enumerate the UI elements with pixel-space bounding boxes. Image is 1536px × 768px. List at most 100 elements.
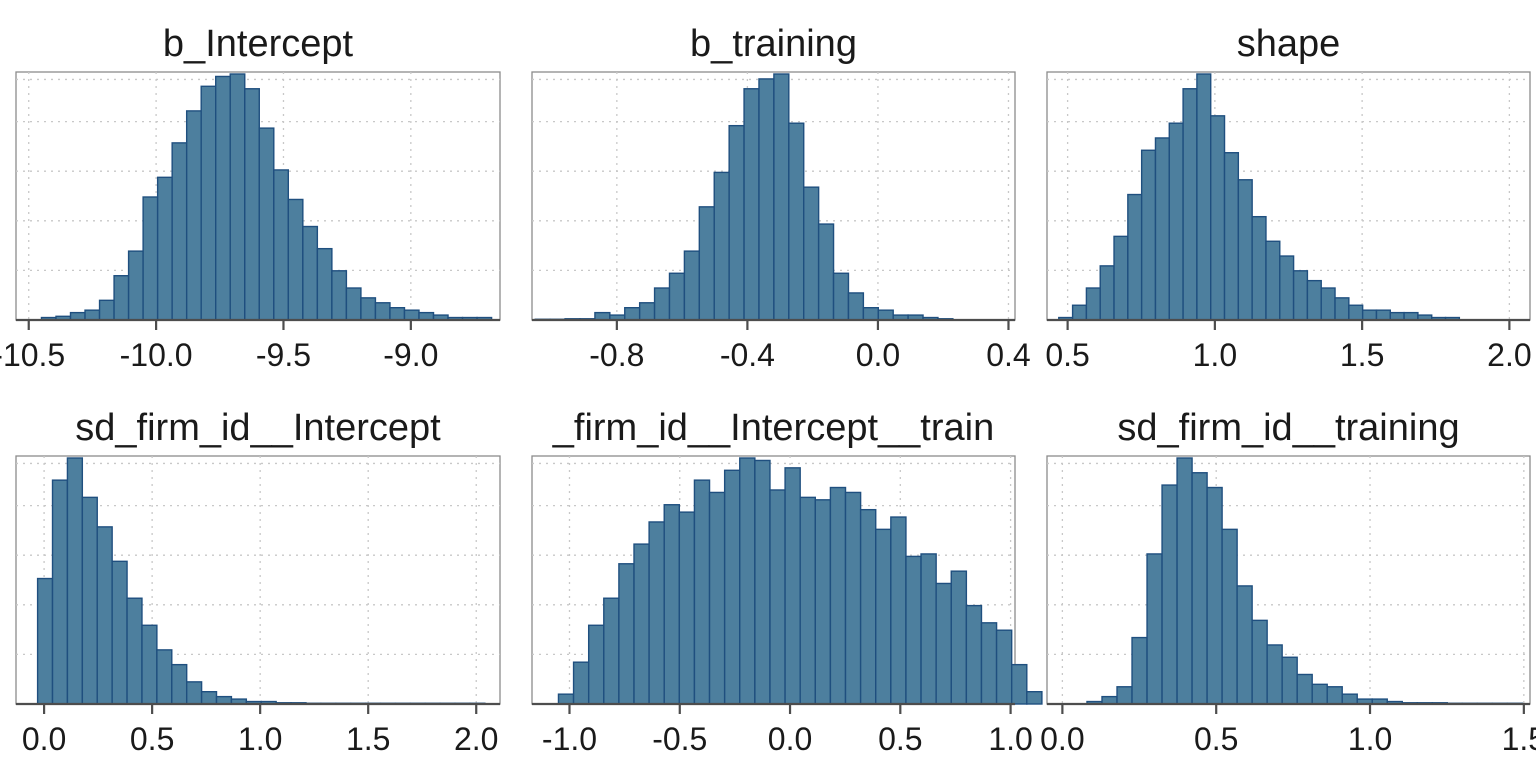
x-tick-label: 1.5	[346, 721, 390, 757]
histogram-bar	[273, 169, 290, 321]
histogram-bar	[316, 247, 333, 321]
histogram-bar	[829, 486, 847, 705]
panel-title: shape	[1237, 23, 1341, 65]
histogram-bar	[1251, 215, 1267, 321]
histogram-bar	[1265, 240, 1281, 321]
histogram-bar	[678, 511, 696, 705]
histogram-bar	[832, 272, 850, 321]
histogram-bar	[1348, 304, 1364, 321]
histogram-bar	[1161, 484, 1178, 705]
histogram-bar	[633, 543, 650, 705]
histogram-bar	[1279, 255, 1295, 321]
histogram-bar	[96, 526, 113, 705]
histogram-bar	[788, 122, 805, 321]
histogram-bar	[890, 516, 907, 705]
x-tick-label: -0.4	[720, 337, 775, 373]
x-tick-label: 0.0	[856, 337, 900, 373]
histogram-bar	[1389, 311, 1405, 321]
x-tick-label: -9.5	[256, 337, 311, 373]
histogram-bar	[693, 479, 711, 705]
histogram-bar	[1221, 528, 1238, 705]
histogram-bar	[905, 555, 922, 705]
panel-5: -1.0 -0.5 0.0 0.5 1.0 _firm_id__Intercept__tr…	[531, 407, 1043, 757]
panel-title: b_Intercept	[163, 23, 354, 65]
histogram-bar	[950, 570, 968, 705]
x-tick-label: 0.5	[130, 721, 174, 757]
x-tick-label: 2.0	[1487, 337, 1531, 373]
x-tick-label: -10.0	[120, 337, 193, 373]
histogram-bar	[587, 624, 605, 705]
histogram-bar	[1176, 457, 1193, 705]
histogram-bar	[1140, 149, 1157, 321]
histogram-bar	[66, 457, 84, 705]
x-tick-label: -0.8	[589, 337, 644, 373]
histogram-bar	[287, 198, 304, 321]
histogram-bar	[713, 171, 730, 321]
x-tick-label: 2.0	[454, 721, 498, 757]
histogram-bar	[1306, 279, 1322, 321]
histogram-bar	[1223, 152, 1240, 321]
panel-title: b_training	[690, 23, 857, 65]
histogram-bar	[200, 691, 218, 705]
histogram-bar	[935, 582, 952, 705]
histogram-bar	[1116, 686, 1133, 705]
histogram-bar	[1320, 287, 1336, 321]
histogram-bar	[847, 292, 865, 321]
histogram-bar	[723, 469, 741, 705]
histogram-bar	[1375, 309, 1391, 321]
panel-title: sd_firm_id__Intercept	[75, 407, 441, 449]
x-tick-label: 0.5	[1045, 337, 1089, 373]
histogram-bar	[1196, 73, 1212, 321]
x-tick-label: 0.4	[986, 337, 1030, 373]
x-tick-label: 1.5	[1340, 337, 1384, 373]
histogram-bar	[572, 661, 590, 705]
histogram-bar	[754, 459, 771, 705]
histogram-bar	[69, 311, 86, 321]
histogram-bar	[1085, 287, 1101, 321]
histogram-bar	[185, 110, 202, 321]
histogram-bar	[862, 307, 879, 321]
histogram-bar	[1206, 486, 1223, 705]
histogram-bar	[1296, 673, 1313, 705]
histogram-bar	[389, 307, 406, 321]
histogram-bar	[84, 309, 101, 321]
histogram-bar	[1099, 265, 1115, 321]
x-tick-label: 0.5	[878, 721, 922, 757]
panel-1: -10.5 -10.0 -9.5 -9.0 b_Intercept	[0, 23, 501, 373]
histogram-bar	[1266, 644, 1283, 705]
histogram-bar	[728, 124, 745, 321]
histogram-bar	[603, 597, 620, 705]
histogram-bar	[739, 457, 756, 705]
x-tick-label: 0.0	[22, 721, 66, 757]
histogram-bar	[648, 521, 665, 705]
histogram-bar	[594, 311, 611, 321]
x-tick-label: -0.5	[652, 721, 707, 757]
panel-title: _firm_id__Intercept__train	[552, 407, 994, 449]
histogram-bar	[1101, 695, 1118, 705]
x-tick-label: 0.0	[1040, 721, 1084, 757]
histogram-bar	[1281, 656, 1298, 705]
histogram-bar	[1182, 88, 1198, 321]
panel-2: -0.8 -0.4 0.0 0.4 b_training	[531, 23, 1031, 373]
histogram-bar	[618, 563, 635, 705]
histogram-bar	[803, 186, 820, 321]
histogram-bar	[773, 73, 790, 321]
histogram-bar	[36, 577, 54, 705]
panel-4: 0.0 0.5 1.0 1.5 2.0 sd_firm_id__Intercept	[15, 407, 501, 757]
x-tick-label: 1.0	[1348, 721, 1392, 757]
histogram-bar	[81, 496, 98, 705]
histogram-bar	[1131, 636, 1148, 705]
histogram-bar	[127, 250, 144, 321]
histogram-bar	[1236, 585, 1253, 705]
panel-6: 0.0 0.5 1.0 1.5 sd_firm_id__training	[1040, 407, 1536, 757]
histogram-bar	[215, 75, 231, 321]
histogram-bar	[98, 299, 115, 321]
histogram-bar	[1237, 179, 1253, 321]
histogram-bar	[965, 604, 983, 705]
histogram-bar	[1341, 693, 1358, 705]
histogram-bar	[624, 307, 641, 321]
histogram-bar	[302, 225, 319, 321]
histogram-bar	[1168, 122, 1184, 321]
histogram-bar	[1154, 137, 1170, 321]
histogram-bar	[875, 528, 892, 705]
